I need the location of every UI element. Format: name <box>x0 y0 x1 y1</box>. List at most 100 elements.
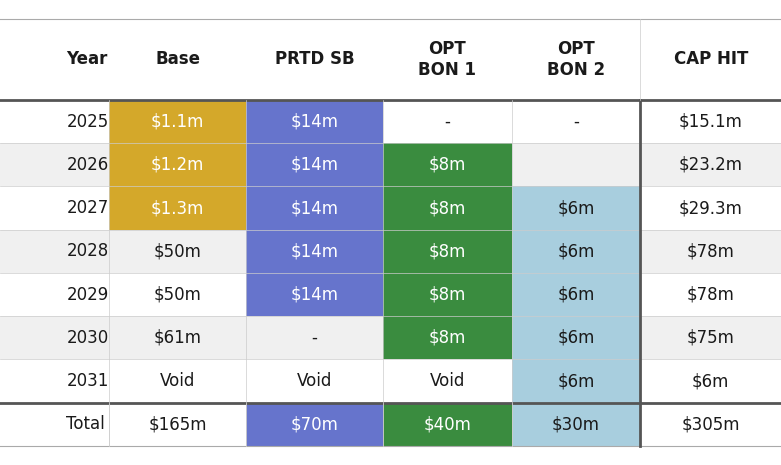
Text: 2028: 2028 <box>66 242 109 260</box>
Text: $61m: $61m <box>154 329 201 347</box>
Text: 2031: 2031 <box>66 372 109 390</box>
Bar <box>0 186 109 230</box>
Text: $75m: $75m <box>686 329 735 347</box>
Text: $8m: $8m <box>429 199 465 217</box>
Bar <box>246 100 383 143</box>
Bar <box>640 316 781 359</box>
Text: $14m: $14m <box>291 199 338 217</box>
Text: $8m: $8m <box>429 242 465 260</box>
Text: $8m: $8m <box>429 286 465 304</box>
Bar <box>640 100 781 143</box>
Text: $1.1m: $1.1m <box>151 113 205 131</box>
Bar <box>109 143 246 186</box>
Bar <box>109 100 246 143</box>
Bar <box>109 359 246 403</box>
Bar <box>0 403 109 446</box>
Text: Void: Void <box>297 372 332 390</box>
Text: 2027: 2027 <box>66 199 109 217</box>
Bar <box>109 316 246 359</box>
Bar <box>383 359 512 403</box>
Bar <box>512 100 640 143</box>
Text: $23.2m: $23.2m <box>679 156 743 174</box>
Text: Void: Void <box>430 372 465 390</box>
Text: $15.1m: $15.1m <box>679 113 743 131</box>
Bar <box>0 316 109 359</box>
Bar <box>109 273 246 316</box>
Text: $50m: $50m <box>154 286 201 304</box>
Text: -: - <box>573 113 579 131</box>
Text: $6m: $6m <box>692 372 729 390</box>
Text: 2029: 2029 <box>66 286 109 304</box>
Bar <box>512 143 640 186</box>
Bar <box>246 316 383 359</box>
Text: $6m: $6m <box>558 286 594 304</box>
Text: -: - <box>444 113 450 131</box>
Text: Base: Base <box>155 50 200 68</box>
Bar <box>246 273 383 316</box>
Text: OPT
BON 1: OPT BON 1 <box>418 40 476 79</box>
Bar <box>246 186 383 230</box>
Text: $78m: $78m <box>686 286 735 304</box>
Bar <box>383 403 512 446</box>
Bar <box>512 403 640 446</box>
Text: 2030: 2030 <box>66 329 109 347</box>
Text: $14m: $14m <box>291 156 338 174</box>
Bar <box>383 100 512 143</box>
Text: Year: Year <box>66 50 108 68</box>
Bar <box>383 186 512 230</box>
Bar <box>0 143 109 186</box>
Bar <box>512 186 640 230</box>
Text: PRTD SB: PRTD SB <box>275 50 354 68</box>
Text: Total: Total <box>66 415 105 433</box>
Text: $40m: $40m <box>423 415 471 433</box>
Text: $14m: $14m <box>291 113 338 131</box>
Text: -: - <box>312 329 317 347</box>
Text: $6m: $6m <box>558 372 594 390</box>
Text: $6m: $6m <box>558 199 594 217</box>
Bar <box>512 230 640 273</box>
Bar <box>246 230 383 273</box>
Bar <box>0 230 109 273</box>
Text: $14m: $14m <box>291 242 338 260</box>
Bar <box>640 359 781 403</box>
Bar <box>0 100 109 143</box>
Bar <box>0 359 109 403</box>
Bar <box>640 403 781 446</box>
Bar <box>246 143 383 186</box>
Bar <box>512 316 640 359</box>
Bar <box>383 273 512 316</box>
Text: $29.3m: $29.3m <box>679 199 743 217</box>
Text: $8m: $8m <box>429 156 465 174</box>
Bar <box>512 273 640 316</box>
Bar <box>246 403 383 446</box>
Bar <box>109 403 246 446</box>
Bar <box>0 19 781 100</box>
Bar <box>512 359 640 403</box>
Text: $1.3m: $1.3m <box>151 199 205 217</box>
Text: $50m: $50m <box>154 242 201 260</box>
Text: OPT
BON 2: OPT BON 2 <box>547 40 605 79</box>
Text: $6m: $6m <box>558 329 594 347</box>
Text: $8m: $8m <box>429 329 465 347</box>
Text: $165m: $165m <box>148 415 207 433</box>
Text: 2025: 2025 <box>66 113 109 131</box>
Text: CAP HIT: CAP HIT <box>673 50 748 68</box>
Bar <box>0 273 109 316</box>
Text: $14m: $14m <box>291 286 338 304</box>
Text: Void: Void <box>160 372 195 390</box>
Bar <box>109 186 246 230</box>
Text: 2026: 2026 <box>66 156 109 174</box>
Bar <box>109 230 246 273</box>
Bar <box>640 230 781 273</box>
Bar <box>383 230 512 273</box>
Text: $1.2m: $1.2m <box>151 156 205 174</box>
Bar <box>640 186 781 230</box>
Text: $6m: $6m <box>558 242 594 260</box>
Text: $70m: $70m <box>291 415 338 433</box>
Bar <box>383 143 512 186</box>
Text: $305m: $305m <box>682 415 740 433</box>
Bar <box>640 143 781 186</box>
Text: $78m: $78m <box>686 242 735 260</box>
Bar <box>246 359 383 403</box>
Bar <box>383 316 512 359</box>
